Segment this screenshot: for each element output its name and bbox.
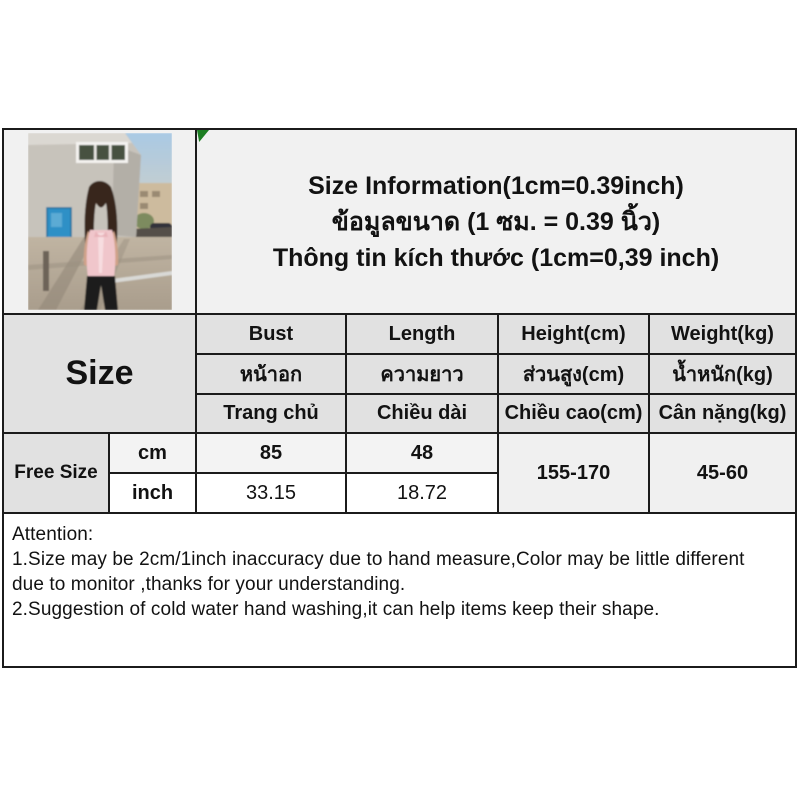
header-length-vi: Chiều dài <box>347 395 497 432</box>
size-info-table: Size Information(1cm=0.39inch) ข้อมูลขนา… <box>2 128 797 668</box>
product-model-photo <box>27 133 172 310</box>
value-length-inch: 18.72 <box>347 474 497 512</box>
photo-person <box>83 181 118 310</box>
attention-note-1b: due to monitor ,thanks for your understa… <box>12 574 406 595</box>
photo-cell <box>4 130 195 313</box>
header-bust-vi: Trang chủ <box>197 395 345 432</box>
value-bust-cm: 85 <box>197 434 345 472</box>
photo-rail <box>111 271 172 283</box>
row-label-free-size: Free Size <box>4 434 108 512</box>
photo-tree <box>133 213 154 229</box>
unit-cm: cm <box>110 434 195 472</box>
header-bust-th: หน้าอก <box>197 355 345 393</box>
value-bust-inch: 33.15 <box>197 474 345 512</box>
size-header: Size <box>4 315 195 432</box>
header-height-vi: Chiều cao(cm) <box>499 395 648 432</box>
unit-inch: inch <box>110 474 195 512</box>
header-bust-en: Bust <box>197 315 345 353</box>
header-height-th: ส่วนสูง(cm) <box>499 355 648 393</box>
attention-section: Attention: 1.Size may be 2cm/1inch inacc… <box>4 514 795 666</box>
header-weight-vi: Cân nặng(kg) <box>650 395 795 432</box>
header-weight-th: น้ำหนัก(kg) <box>650 355 795 393</box>
value-weight-range: 45-60 <box>650 434 795 512</box>
value-height-range: 155-170 <box>499 434 648 512</box>
title-cell: Size Information(1cm=0.39inch) ข้อมูลขนา… <box>197 130 795 313</box>
header-weight-en: Weight(kg) <box>650 315 795 353</box>
header-length-en: Length <box>347 315 497 353</box>
photo-bollard <box>42 251 49 291</box>
title-thai: ข้อมูลขนาด (1 ซม. = 0.39 นิ้ว) <box>331 207 661 236</box>
attention-note-1a: 1.Size may be 2cm/1inch inaccuracy due t… <box>12 549 745 570</box>
value-length-cm: 48 <box>347 434 497 472</box>
model-photo-illustration <box>27 133 172 310</box>
title-vietnamese: Thông tin kích thước (1cm=0,39 inch) <box>272 243 720 272</box>
title-english: Size Information(1cm=0.39inch) <box>308 171 684 200</box>
attention-note-2: 2.Suggestion of cold water hand washing,… <box>12 599 660 620</box>
header-height-en: Height(cm) <box>499 315 648 353</box>
attention-heading: Attention: <box>12 524 94 545</box>
header-length-th: ความยาว <box>347 355 497 393</box>
